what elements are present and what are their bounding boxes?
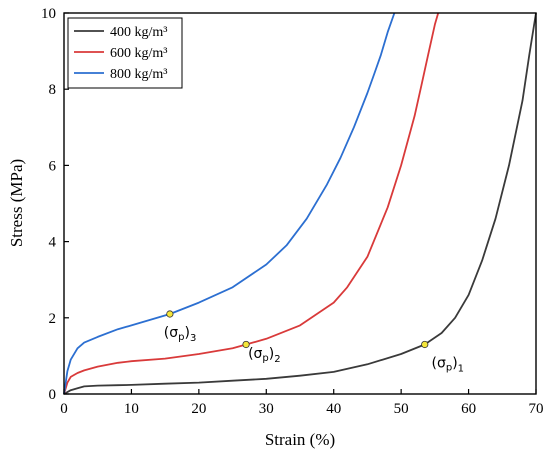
series-line-2 <box>63 12 440 395</box>
x-tick-label: 60 <box>461 401 476 417</box>
x-tick-label: 30 <box>259 401 274 417</box>
x-tick-label: 20 <box>191 401 206 417</box>
y-tick-label: 2 <box>49 311 57 327</box>
series-line-1 <box>63 12 537 395</box>
legend-label-3: 800 kg/m³ <box>110 67 167 82</box>
yield-point-label-1: (σp)3 <box>164 325 197 344</box>
yield-point-marker-2 <box>242 340 250 349</box>
y-tick-label: 6 <box>49 158 57 174</box>
y-axis-title: Stress (MPa) <box>7 159 26 247</box>
x-tick-label: 70 <box>529 401 544 417</box>
legend-label-1: 400 kg/m³ <box>110 25 167 40</box>
legend: 400 kg/m³ 600 kg/m³ 800 kg/m³ <box>67 17 183 89</box>
x-tick-label: 10 <box>124 401 139 417</box>
y-tick-label: 0 <box>49 387 57 403</box>
plot-frame <box>63 12 537 395</box>
legend-box <box>67 17 183 89</box>
legend-label-2: 600 kg/m³ <box>110 46 167 61</box>
x-tick-label: 50 <box>394 401 409 417</box>
yield-point-marker-3 <box>421 340 429 349</box>
y-tick-label: 8 <box>49 82 57 98</box>
y-tick-label: 10 <box>41 6 56 22</box>
yield-point-label-3: (σp)1 <box>431 355 464 374</box>
x-tick-label: 0 <box>60 401 68 417</box>
yield-point-label-2: (σp)2 <box>248 346 281 365</box>
series-line-3 <box>63 12 396 395</box>
x-tick-label: 40 <box>326 401 341 417</box>
x-axis-title: Strain (%) <box>265 430 335 449</box>
y-axis-ticks: 0 2 4 6 8 10 <box>41 6 69 403</box>
y-tick-label: 4 <box>49 235 57 251</box>
x-axis-ticks: 0 10 20 30 40 50 60 70 <box>60 389 544 417</box>
yield-point-marker-1 <box>166 310 174 318</box>
curves-layer <box>63 12 537 395</box>
annotations-layer: (σp)3 (σp)2 (σp)1 <box>164 310 464 374</box>
